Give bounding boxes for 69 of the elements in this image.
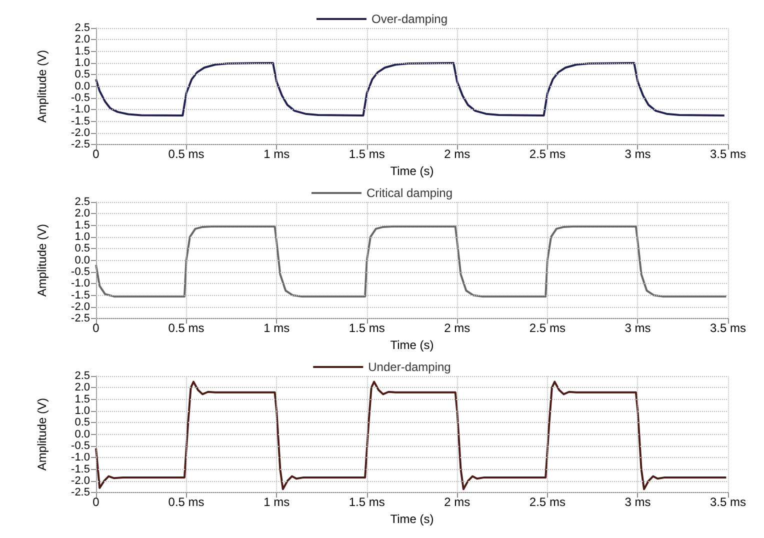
y-tick-label: 0.5	[74, 416, 90, 429]
y-tick-label: 0.0	[74, 80, 90, 92]
x-tick-label: 0.5 ms	[168, 495, 204, 510]
y-tick-label: -1.0	[71, 452, 90, 464]
x-tick-label: 1 ms	[264, 495, 290, 510]
x-tick-label: 1.5 ms	[348, 321, 385, 336]
y-tick-label: -2.5	[71, 312, 90, 325]
y-tick-label: 0.5	[74, 242, 90, 255]
y-tick-label: 2.5	[74, 22, 90, 34]
x-tick-label: 3.5 ms	[710, 495, 746, 510]
x-tick-label: 0.5 ms	[168, 147, 204, 162]
x-tick-label: 3 ms	[624, 321, 651, 336]
x-tick-label: 3.5 ms	[710, 147, 746, 162]
y-tick-label: -2.5	[71, 138, 90, 151]
x-tick-label: 1 ms	[264, 147, 290, 162]
y-tick-label: 1.0	[74, 230, 90, 243]
y-tick-label: -0.5	[71, 92, 90, 104]
y-tick-label: 1.0	[74, 56, 90, 69]
y-tick-label: 0.0	[74, 428, 90, 440]
y-axis-title: Amplitude (V)	[35, 50, 49, 123]
y-tick-label: -2.5	[71, 486, 90, 499]
y-tick-label: 0.0	[74, 254, 90, 266]
y-tick-label: -0.5	[71, 440, 90, 452]
y-tick-label: 2.0	[74, 208, 90, 220]
y-tick-label: -2.0	[71, 126, 90, 139]
x-axis-title: Time (s)	[390, 338, 434, 352]
x-tick-label: 0	[92, 147, 100, 162]
legend-label: Over-damping	[371, 12, 448, 26]
y-tick-label: -2.0	[71, 474, 90, 487]
y-tick-label: -0.5	[71, 266, 90, 278]
x-tick-label: 2.5 ms	[529, 321, 566, 336]
y-tick-label: -1.0	[71, 278, 90, 290]
y-tick-label: 2.0	[74, 382, 90, 394]
x-tick-label: 2 ms	[444, 495, 470, 510]
y-tick-label: 1.5	[74, 393, 90, 406]
x-tick-label: 2 ms	[444, 147, 470, 162]
legend-label: Critical damping	[366, 186, 453, 200]
x-tick-label: 3.5 ms	[710, 321, 746, 336]
y-tick-label: -1.5	[71, 463, 90, 476]
y-tick-label: 2.0	[74, 34, 90, 46]
y-tick-label: 1.0	[74, 404, 90, 417]
x-tick-label: 3 ms	[624, 495, 651, 510]
x-axis-title: Time (s)	[390, 512, 434, 526]
x-tick-label: 1 ms	[264, 321, 290, 336]
y-tick-label: -1.5	[71, 115, 90, 128]
x-tick-label: 1.5 ms	[348, 147, 385, 162]
y-tick-label: -1.5	[71, 289, 90, 302]
x-tick-label: 2 ms	[444, 321, 470, 336]
x-tick-label: 0.5 ms	[168, 321, 204, 336]
legend-label: Under-damping	[368, 360, 451, 374]
y-tick-label: -1.0	[71, 104, 90, 116]
line-series	[95, 62, 726, 116]
y-tick-label: -2.0	[71, 300, 90, 313]
y-tick-label: 2.5	[74, 370, 90, 382]
line-series	[95, 380, 728, 490]
y-axis-title: Amplitude (V)	[35, 224, 49, 297]
x-tick-label: 0	[92, 321, 100, 336]
y-tick-label: 1.5	[74, 45, 90, 58]
x-tick-label: 1.5 ms	[348, 495, 385, 510]
x-tick-label: 3 ms	[624, 147, 651, 162]
x-tick-label: 0	[92, 495, 100, 510]
x-tick-label: 2.5 ms	[529, 495, 566, 510]
x-tick-label: 2.5 ms	[529, 147, 566, 162]
line-series	[95, 225, 728, 298]
y-axis-title: Amplitude (V)	[35, 398, 49, 471]
y-tick-label: 1.5	[74, 219, 90, 232]
x-axis-title: Time (s)	[390, 164, 434, 178]
y-tick-label: 0.5	[74, 68, 90, 81]
y-tick-label: 2.5	[74, 196, 90, 208]
